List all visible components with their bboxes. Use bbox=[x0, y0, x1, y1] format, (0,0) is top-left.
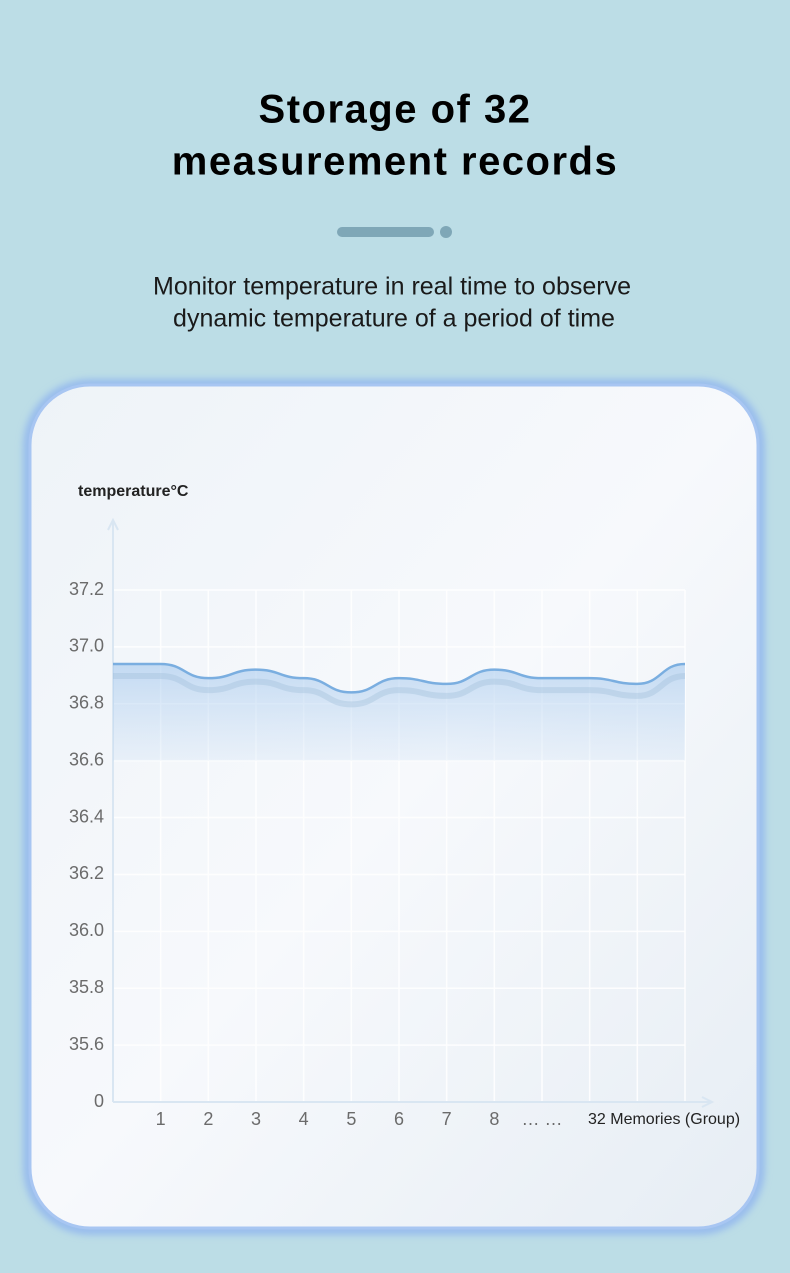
x-tick-label: 4 bbox=[299, 1109, 309, 1129]
y-tick-label: 35.6 bbox=[69, 1034, 104, 1054]
y-origin-label: 0 bbox=[94, 1091, 104, 1111]
divider-pill bbox=[337, 227, 434, 237]
area bbox=[113, 663, 685, 761]
plot: 35.6 35.8 36.0 36.2 36.4 36.6 36.8 37.0 37.2 0 1 2 3… bbox=[69, 517, 715, 1129]
y-tick-label: 36.0 bbox=[69, 920, 104, 940]
y-tick-label: 36.2 bbox=[69, 863, 104, 883]
y-tick-label: 35.8 bbox=[69, 977, 104, 997]
subtitle-line: dynamic temperature of a period of time bbox=[173, 305, 615, 333]
y-tick-label: 37.0 bbox=[69, 636, 104, 656]
x-tick-label: 2 bbox=[203, 1109, 213, 1129]
subtitle-line: Monitor temperature in real time to obse… bbox=[153, 273, 631, 301]
x-axis-label: 32 Memories (Group) bbox=[588, 1111, 740, 1128]
x-tick-label: 7 bbox=[442, 1109, 452, 1129]
x-tick-label: 3 bbox=[251, 1109, 261, 1129]
y-axis-label: temperature°C bbox=[78, 483, 189, 500]
y-tick-label: 37.2 bbox=[69, 579, 104, 599]
title-line: Storage of 32 bbox=[259, 88, 532, 132]
x-tick-label: 6 bbox=[394, 1109, 404, 1129]
card bbox=[28, 383, 760, 1230]
line-shadow bbox=[112, 672, 686, 708]
x-tick-label: 5 bbox=[346, 1109, 356, 1129]
x-tick-label: … … bbox=[521, 1109, 562, 1129]
y-tick-label: 36.4 bbox=[69, 806, 104, 826]
divider-dot bbox=[440, 226, 452, 238]
title-line: measurement records bbox=[172, 140, 618, 184]
y-axis-arrow bbox=[107, 517, 119, 531]
y-tick-label: 36.8 bbox=[69, 693, 104, 713]
line bbox=[112, 662, 686, 694]
y-tick-label: 36.6 bbox=[69, 749, 104, 769]
x-tick-label: 1 bbox=[156, 1109, 166, 1129]
x-tick-label: 8 bbox=[489, 1109, 499, 1129]
x-axis-arrow bbox=[701, 1096, 715, 1108]
